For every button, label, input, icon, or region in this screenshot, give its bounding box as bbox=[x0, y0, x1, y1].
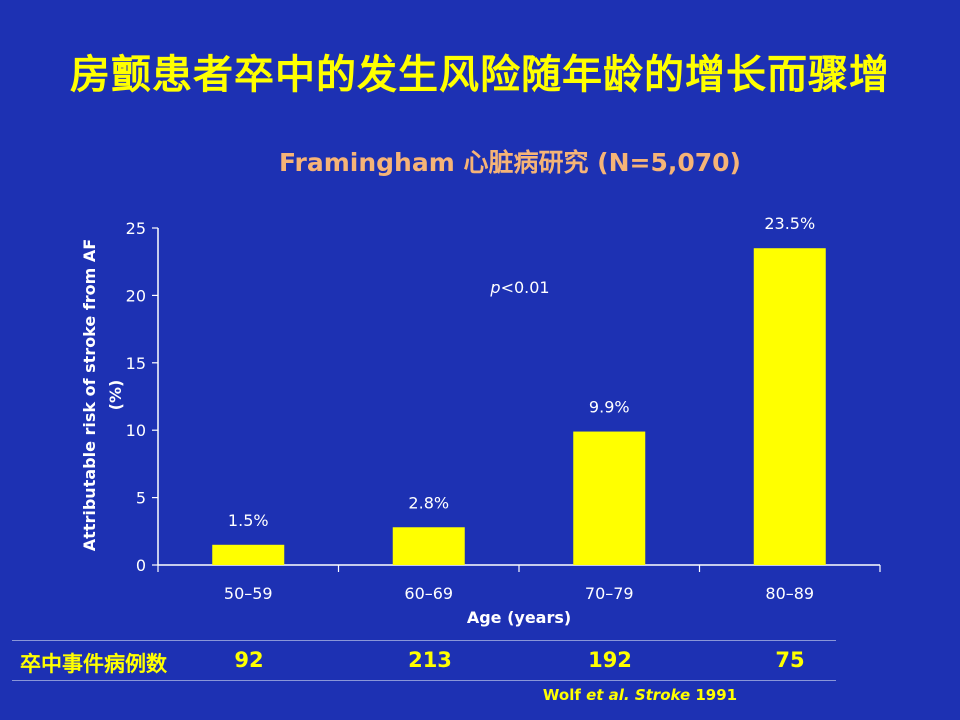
y-tick-label-0: 0 bbox=[136, 556, 146, 575]
chart-title: Framingham 心脏病研究 (N=5,070) bbox=[279, 148, 741, 177]
data-label-60–69: 2.8% bbox=[408, 493, 449, 512]
x-tick-label-70–79: 70–79 bbox=[585, 584, 634, 603]
stroke-cases-count-80-89: 75 bbox=[775, 648, 805, 672]
y-tick-label-20: 20 bbox=[126, 286, 146, 305]
stroke-cases-label: 卒中事件病例数 bbox=[20, 652, 167, 676]
table-top-rule bbox=[12, 640, 836, 641]
x-axis-title: Age (years) bbox=[467, 608, 571, 627]
data-label-70–79: 9.9% bbox=[589, 398, 630, 417]
stroke-cases-count-50-59: 92 bbox=[234, 648, 264, 672]
data-label-80–89: 23.5% bbox=[764, 214, 815, 233]
stroke-cases-count-60-69: 213 bbox=[408, 648, 452, 672]
bar-80–89 bbox=[753, 248, 826, 565]
data-label-50–59: 1.5% bbox=[228, 511, 269, 530]
y-axis-title: Attributable risk of stroke from AF (%) bbox=[80, 239, 125, 551]
bar-60–69 bbox=[392, 527, 465, 565]
bar-70–79 bbox=[573, 431, 646, 565]
y-tick-label-15: 15 bbox=[126, 354, 146, 373]
y-tick-label-10: 10 bbox=[126, 421, 146, 440]
slide-title: 房颤患者卒中的发生风险随年龄的增长而骤增 bbox=[70, 51, 890, 98]
y-tick-label-25: 25 bbox=[126, 219, 146, 238]
x-tick-label-80–89: 80–89 bbox=[765, 584, 814, 603]
y-tick-label-5: 5 bbox=[136, 489, 146, 508]
citation: Wolf et al. Stroke 1991 bbox=[520, 686, 760, 704]
table-bottom-rule bbox=[12, 680, 836, 681]
stroke-cases-count-70-79: 192 bbox=[588, 648, 632, 672]
x-tick-label-60–69: 60–69 bbox=[404, 584, 453, 603]
citation-author: Wolf bbox=[542, 686, 581, 704]
bar-chart: 0 5 10 15 20 25 1.5% 50–59 2.8% 60–69 9.9% 70–79 23.… bbox=[80, 214, 881, 627]
citation-year: 1991 bbox=[690, 686, 738, 704]
p-value-annotation: p<0.01 bbox=[489, 278, 549, 297]
x-tick-label-50–59: 50–59 bbox=[224, 584, 273, 603]
citation-journal: et al. Stroke bbox=[580, 686, 691, 704]
bar-50–59 bbox=[212, 544, 285, 565]
